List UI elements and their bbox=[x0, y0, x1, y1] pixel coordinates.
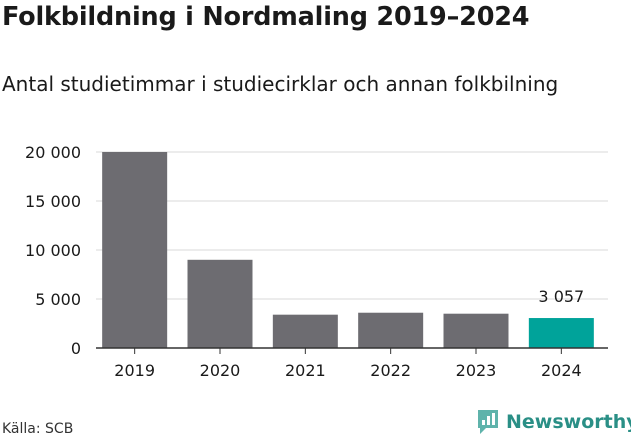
y-axis-ticks: 0 5 000 10 000 15 000 20 000 bbox=[25, 143, 81, 358]
bar-2023 bbox=[443, 313, 509, 348]
x-tick-label: 2020 bbox=[200, 361, 241, 380]
y-tick-label: 0 bbox=[71, 339, 81, 358]
brand-name: Newsworthy bbox=[506, 411, 631, 433]
bar-2024 bbox=[528, 318, 594, 348]
brand: Newsworthy bbox=[476, 408, 631, 436]
source-note: Källa: SCB bbox=[2, 421, 74, 437]
bar-2019 bbox=[102, 152, 168, 348]
x-axis-ticks: 2019 2020 2021 2022 2023 2024 bbox=[96, 347, 608, 380]
y-tick-label: 10 000 bbox=[25, 241, 81, 260]
x-tick-label: 2022 bbox=[370, 361, 411, 380]
data-labels: 3 057 bbox=[538, 287, 584, 306]
chart-subtitle: Antal studietimmar i studiecirklar och a… bbox=[2, 72, 559, 96]
newsworthy-logo-icon bbox=[478, 410, 498, 434]
bar-2022 bbox=[358, 312, 424, 348]
x-tick-label: 2023 bbox=[456, 361, 497, 380]
bars bbox=[102, 152, 594, 348]
y-tick-label: 15 000 bbox=[25, 192, 81, 211]
chart-title: Folkbildning i Nordmaling 2019–2024 bbox=[2, 2, 530, 32]
x-tick-label: 2019 bbox=[114, 361, 155, 380]
bar-chart: 0 5 000 10 000 15 000 20 000 2019 2020 2021 202… bbox=[25, 143, 608, 380]
x-tick-label: 2024 bbox=[541, 361, 582, 380]
gridlines bbox=[96, 151, 608, 300]
bar-2021 bbox=[272, 314, 338, 348]
y-tick-label: 5 000 bbox=[35, 290, 81, 309]
data-label: 3 057 bbox=[538, 287, 584, 306]
x-tick-label: 2021 bbox=[285, 361, 326, 380]
y-tick-label: 20 000 bbox=[25, 143, 81, 162]
bar-2020 bbox=[187, 259, 253, 348]
